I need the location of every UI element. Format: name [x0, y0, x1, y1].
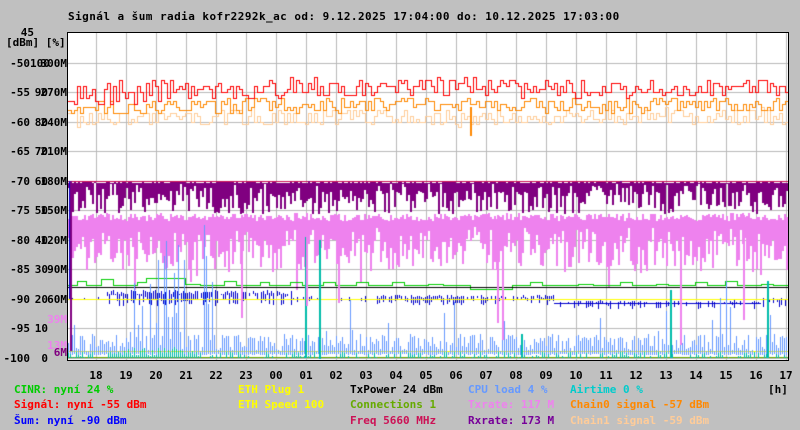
y-tick-pct: 10: [34, 322, 48, 335]
legend-item: Chain1 signal -59 dBm: [570, 414, 710, 427]
legend-item: CPU load 4 %: [468, 383, 548, 396]
y-tick-pct: 20: [34, 292, 48, 306]
y-tick-pct: 100: [30, 56, 50, 70]
y-tick-dbm: -70: [10, 174, 30, 188]
y-tick-pct: 0: [41, 351, 48, 365]
y-axis-top-tick: 45: [20, 26, 34, 39]
y-tick-pct: 50: [34, 204, 48, 217]
y-tick-dbm: -80: [10, 233, 30, 247]
x-tick-hour: 02: [329, 369, 343, 382]
y-tick-mbit: 240M: [40, 115, 68, 129]
y-tick-dbm: -50: [10, 56, 30, 70]
x-tick-hour: 06: [449, 369, 463, 382]
legend-item: Signál: nyní -55 dBm: [14, 398, 147, 411]
y-tick-mbit-extra: 39M: [47, 313, 67, 327]
chart-plot-area: [68, 33, 788, 360]
x-tick-hour: 19: [119, 369, 133, 382]
x-tick-hour: 05: [419, 369, 433, 382]
legend-item: Txrate: 117 M: [468, 398, 555, 411]
page-title: Signál a šum radia kofr2292k_ac od: 9.12…: [68, 10, 620, 23]
y-tick-pct: 80: [34, 115, 48, 129]
x-tick-hour: 01: [299, 369, 313, 382]
y-tick-pct: 90: [34, 86, 48, 99]
y-tick-dbm: -100: [3, 351, 31, 365]
y-tick-mbit: 180M: [40, 174, 68, 188]
legend-item: CINR: nyní 24 %: [14, 383, 114, 396]
legend-item: TxPower 24 dBm: [350, 383, 443, 396]
y-tick-mbit: 90M: [47, 263, 67, 276]
x-tick-hour: 00: [269, 369, 283, 382]
y-tick-dbm: -60: [10, 115, 30, 129]
legend-item: Šum: nyní -90 dBm: [14, 414, 127, 427]
y-tick-dbm: -90: [10, 292, 30, 306]
x-tick-hour: 07: [479, 369, 493, 382]
y-tick-mbit: 300M: [40, 56, 68, 70]
y-tick-dbm: -65: [10, 145, 30, 158]
y-tick-pct: 60: [34, 174, 48, 188]
legend-item: Airtime 0 %: [570, 383, 643, 396]
x-tick-hour: 18: [89, 369, 103, 382]
x-tick-hour: 20: [149, 369, 163, 382]
legend-item: ETH Speed 100: [238, 398, 325, 411]
y-tick-mbit: 210M: [40, 145, 68, 158]
x-axis-unit-label: [h]: [768, 383, 788, 396]
legend-item: Connections 1: [350, 398, 437, 411]
x-tick-hour: 13: [659, 369, 673, 382]
x-tick-hour: 10: [569, 369, 583, 382]
y-tick-mbit-extra: 13M: [47, 338, 67, 352]
signal-noise-chart-canvas: [68, 33, 788, 360]
x-tick-hour: 21: [179, 369, 193, 382]
x-tick-hour: 16: [749, 369, 763, 382]
legend-item: Chain0 signal -57 dBm: [570, 398, 710, 411]
x-tick-hour: 15: [719, 369, 733, 382]
y-tick-mbit-extra: 6M: [53, 345, 67, 359]
y-tick-dbm: -75: [10, 204, 30, 217]
y-axis-unit-label: [dBm] [%]: [6, 36, 66, 49]
y-tick-dbm: -95: [10, 322, 30, 335]
legend-item: Rxrate: 173 M: [468, 414, 555, 427]
x-tick-hour: 04: [389, 369, 403, 382]
x-tick-hour: 12: [629, 369, 643, 382]
y-tick-mbit: 120M: [40, 233, 68, 247]
y-tick-pct: 70: [34, 145, 48, 158]
x-tick-hour: 11: [599, 369, 613, 382]
y-tick-dbm: -85: [10, 263, 30, 276]
x-tick-hour: 03: [359, 369, 373, 382]
x-tick-hour: 09: [539, 369, 553, 382]
x-tick-hour: 23: [239, 369, 253, 382]
x-tick-hour: 22: [209, 369, 223, 382]
y-tick-pct: 40: [34, 233, 48, 247]
y-tick-pct: 30: [34, 263, 48, 276]
legend-item: Freq 5660 MHz: [350, 414, 437, 427]
y-tick-dbm: -55: [10, 86, 30, 99]
y-tick-mbit: 150M: [40, 204, 68, 217]
y-tick-mbit: 270M: [40, 86, 68, 99]
x-tick-hour: 14: [689, 369, 703, 382]
y-tick-mbit: 60M: [47, 292, 67, 306]
x-tick-hour: 08: [509, 369, 523, 382]
legend-item: ETH Plug 1: [238, 383, 305, 396]
x-tick-hour: 17: [779, 369, 793, 382]
